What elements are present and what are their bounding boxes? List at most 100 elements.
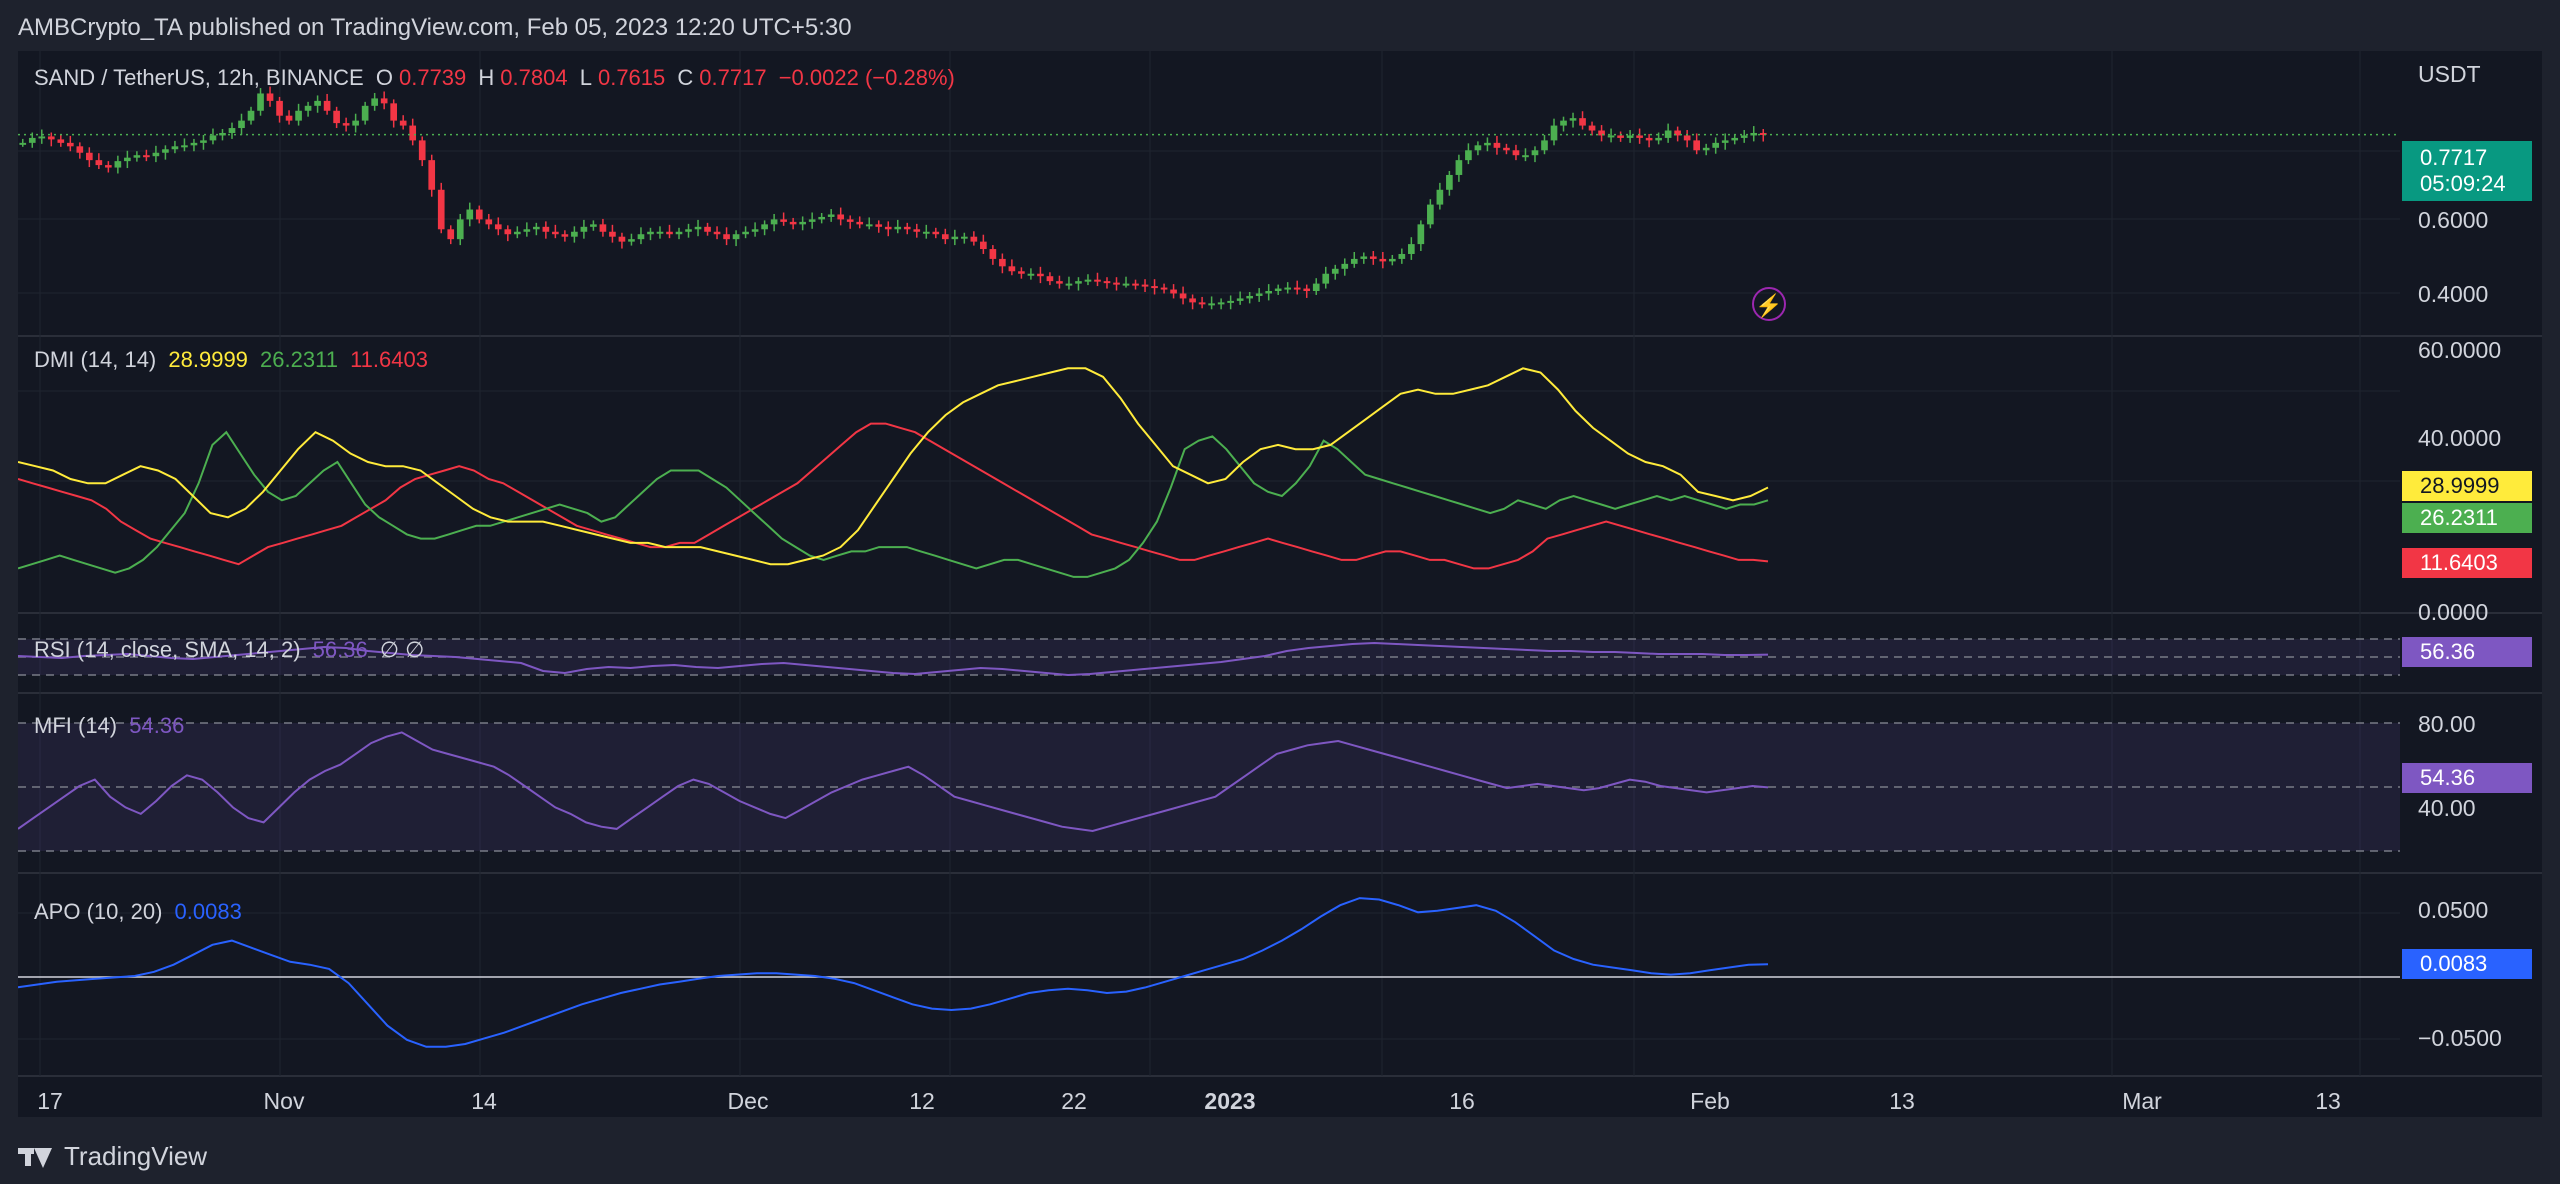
candle-body — [1417, 224, 1425, 245]
candle-body — [1208, 303, 1215, 306]
candle-body — [637, 234, 645, 240]
high-label: H — [478, 65, 495, 90]
candle-body — [894, 226, 902, 230]
currency-label: USDT — [2418, 61, 2481, 87]
symbol-label: SAND / TetherUS, 12h, BINANCE — [34, 65, 364, 90]
minus-di-line — [18, 422, 1769, 570]
candle-body — [1379, 258, 1387, 262]
time-axis-label: Nov — [264, 1088, 305, 1114]
mfi-tick-0: 80.00 — [2418, 711, 2476, 737]
candle-body — [1037, 273, 1044, 277]
candle-body — [1018, 271, 1025, 274]
time-axis-label: 2023 — [1204, 1088, 1255, 1114]
candle-body — [1369, 256, 1377, 259]
candle-body — [1056, 281, 1063, 284]
rsi-tag: 56.36 — [2402, 637, 2532, 667]
rsi-extra: ∅ ∅ — [379, 637, 425, 662]
candle-body — [1008, 266, 1016, 272]
candle-body — [1569, 118, 1577, 121]
candle-body — [523, 229, 531, 232]
candle-body — [1303, 288, 1311, 292]
candle-body — [361, 105, 369, 121]
candle-body — [789, 221, 797, 225]
mfi-value: 54.36 — [129, 713, 185, 738]
candle-body — [352, 120, 359, 126]
candle-body — [666, 231, 673, 235]
candle-body — [181, 145, 188, 148]
candle-body — [1503, 147, 1510, 151]
candle-body — [19, 142, 27, 145]
candle-body — [618, 236, 626, 242]
candle-body — [1493, 142, 1501, 148]
chart-svg[interactable]: 17 Nov 14 Dec 12 22 2023 16 Feb 13 Mar 13 — [18, 51, 2542, 1117]
candle-body — [1084, 279, 1092, 282]
close-label: C — [677, 65, 694, 90]
lightning-icon[interactable]: ⚡ — [1752, 287, 1786, 321]
mfi-tick-1: 40.00 — [2418, 795, 2476, 821]
candle-body — [1740, 135, 1748, 138]
candle-body — [1617, 135, 1624, 138]
rsi-value: 56.36 — [312, 637, 368, 662]
candle-body — [542, 226, 550, 232]
rsi-legend: RSI (14, close, SMA, 14, 2) 56.36 ∅ ∅ — [34, 637, 430, 663]
candle-body — [827, 214, 835, 217]
candle-body — [1227, 300, 1234, 303]
candle-body — [1541, 140, 1548, 151]
candle-body — [105, 165, 112, 168]
candle-body — [590, 224, 597, 227]
candle-body — [561, 234, 569, 237]
candle-body — [941, 234, 949, 240]
plus-di-value: 26.2311 — [260, 347, 338, 372]
candle-body — [228, 128, 236, 133]
time-axis-label: Dec — [728, 1088, 769, 1114]
time-axis-label: 12 — [909, 1088, 935, 1114]
candle-body — [152, 152, 160, 157]
candle-body — [1579, 118, 1586, 126]
candle-body — [390, 103, 398, 121]
candle-body — [704, 226, 711, 232]
candle-body — [865, 224, 873, 227]
apo-tick-1: −0.0500 — [2418, 1025, 2502, 1051]
candle-body — [371, 98, 378, 106]
candle-body — [1531, 150, 1539, 156]
price-tick-1: 0.4000 — [2418, 281, 2489, 307]
candle-body — [95, 160, 103, 166]
candle-body — [1065, 283, 1073, 286]
candle-body — [732, 234, 740, 240]
candle-body — [47, 136, 55, 140]
candle-body — [999, 258, 1006, 267]
candle-body — [1179, 293, 1187, 299]
last-price-tag: 0.7717 05:09:24 — [2402, 141, 2532, 201]
chart-frame[interactable]: 17 Nov 14 Dec 12 22 2023 16 Feb 13 Mar 13 SAND / Te… — [18, 51, 2542, 1117]
time-axis-label: Feb — [1690, 1088, 1730, 1114]
tradingview-logo-icon — [18, 1146, 54, 1168]
candle-body — [780, 219, 787, 222]
candle-body — [1217, 302, 1225, 305]
candle-body — [1484, 142, 1491, 146]
candle-body — [1626, 135, 1634, 138]
candle-body — [1189, 298, 1196, 303]
candle-body — [57, 139, 65, 143]
candle-body — [1103, 281, 1111, 284]
candle-body — [1759, 132, 1767, 135]
candle-body — [1255, 293, 1263, 296]
candle-body — [1674, 130, 1681, 136]
dmi-tick-0: 60.0000 — [2418, 337, 2502, 363]
footer-brand[interactable]: TradingView — [18, 1141, 207, 1172]
candle-body — [114, 161, 122, 168]
candle-body — [190, 142, 198, 146]
candle-body — [276, 100, 283, 116]
candle-body — [1408, 244, 1415, 254]
plus-di-line — [18, 430, 1769, 578]
mfi-line — [18, 731, 1769, 833]
candle-body — [133, 155, 141, 158]
time-axis-label: 22 — [1061, 1088, 1087, 1114]
candle-body — [1293, 287, 1301, 290]
minus-di-value: 11.6403 — [350, 347, 428, 372]
candle-body — [742, 231, 749, 235]
candle-body — [970, 236, 978, 242]
candle-body — [1512, 150, 1520, 156]
candle-body — [162, 149, 169, 153]
candle-body — [808, 219, 816, 222]
candle-body — [1693, 140, 1700, 151]
